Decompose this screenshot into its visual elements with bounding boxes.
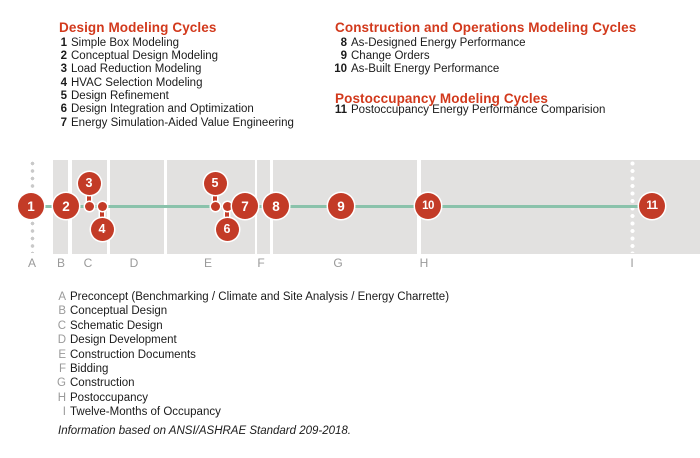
cycle-list-item-11: 11 Postoccupancy Energy Performance Compa… bbox=[333, 104, 606, 117]
phase-label: Preconcept (Benchmarking / Climate and S… bbox=[70, 291, 450, 303]
cycle-list-item-2: 2 Conceptual Design Modeling bbox=[59, 50, 294, 63]
cycle-label: Conceptual Design Modeling bbox=[71, 49, 219, 62]
postoccupancy-cycles-title: Postoccupancy Modeling Cycles bbox=[335, 91, 548, 106]
phase-letter-h: H bbox=[419, 256, 429, 270]
cycle-marker-1: 1 bbox=[18, 193, 44, 219]
phase-legend-item-i: I Twelve-Months of Occupancy bbox=[40, 405, 449, 419]
cycle-list-item-6: 6 Design Integration and Optimization bbox=[59, 103, 294, 116]
design-modeling-cycles-title: Design Modeling Cycles bbox=[59, 20, 217, 35]
cycle-number: 5 bbox=[60, 90, 67, 103]
cycle-label: Change Orders bbox=[351, 49, 430, 62]
phase-label: Twelve-Months of Occupancy bbox=[70, 406, 221, 419]
cycle-number: 10 bbox=[334, 63, 347, 76]
cycle-marker-9: 9 bbox=[328, 193, 354, 219]
cycle-marker-2: 2 bbox=[53, 193, 79, 219]
phase-label: Postoccupancy bbox=[70, 391, 148, 404]
cycle-marker-8: 8 bbox=[263, 193, 289, 219]
phase-letter-a: A bbox=[27, 256, 37, 270]
cycle-list-item-9: 9 Change Orders bbox=[333, 50, 526, 63]
phase-legend-item-e: E Construction Documents bbox=[40, 348, 449, 362]
phase-letter-e: E bbox=[203, 256, 213, 270]
phase-letter-key: C bbox=[57, 319, 66, 332]
phase-legend: A Preconcept (Benchmarking / Climate and … bbox=[40, 290, 449, 420]
phase-label: Conceptual Design bbox=[70, 305, 168, 318]
cycle-list-item-4: 4 HVAC Selection Modeling bbox=[59, 77, 294, 90]
phase-letter-b: B bbox=[56, 256, 66, 270]
cycle-number: 9 bbox=[340, 49, 347, 62]
marker-anchor-dot-5 bbox=[210, 201, 220, 211]
phase-letter-key: E bbox=[58, 348, 66, 361]
cycle-label: Load Reduction Modeling bbox=[71, 63, 202, 76]
phase-letter-key: H bbox=[57, 391, 66, 404]
phase-letter-g: G bbox=[333, 256, 343, 270]
cycle-label: Design Integration and Optimization bbox=[71, 103, 254, 116]
phase-letter-key: G bbox=[57, 377, 66, 390]
phase-legend-item-f: F Bidding bbox=[40, 362, 449, 376]
phase-legend-item-h: H Postoccupancy bbox=[40, 391, 449, 405]
construction-operations-cycles-list: 8 As-Designed Energy Performance 9 Change O… bbox=[333, 37, 526, 77]
phase-label: Construction bbox=[70, 377, 135, 390]
cycle-marker-10: 10 bbox=[415, 193, 441, 219]
cycle-number: 8 bbox=[340, 36, 347, 49]
marker-anchor-dot-6 bbox=[222, 201, 232, 211]
phase-letter-key: D bbox=[57, 334, 66, 347]
phase-legend-item-d: D Design Development bbox=[40, 333, 449, 347]
phase-label: Design Development bbox=[70, 334, 177, 347]
cycle-marker-5: 5 bbox=[203, 171, 227, 195]
design-modeling-cycles-list: 1 Simple Box Modeling 2 Conceptual Design M… bbox=[59, 37, 294, 131]
phase-label: Bidding bbox=[70, 362, 109, 375]
phase-letter-f: F bbox=[257, 256, 265, 270]
postoccupancy-cycles-list: 11 Postoccupancy Energy Performance Compa… bbox=[333, 104, 606, 117]
cycle-label: Simple Box Modeling bbox=[71, 36, 180, 49]
cycle-number: 7 bbox=[60, 116, 67, 129]
phase-legend-item-c: C Schematic Design bbox=[40, 319, 449, 333]
cycle-label: Postoccupancy Energy Performance Compari… bbox=[351, 104, 606, 116]
cycle-label: As-Built Energy Performance bbox=[351, 63, 500, 76]
cycle-label: As-Designed Energy Performance bbox=[351, 36, 526, 49]
phase-legend-item-g: G Construction bbox=[40, 376, 449, 390]
cycle-marker-3: 3 bbox=[77, 171, 101, 195]
cycle-number: 11 bbox=[334, 104, 347, 116]
cycle-label: HVAC Selection Modeling bbox=[71, 76, 203, 89]
cycle-list-item-7: 7 Energy Simulation-Aided Value Engineeri… bbox=[59, 117, 294, 130]
phase-letter-key: F bbox=[58, 362, 66, 375]
marker-stem-5 bbox=[213, 183, 217, 206]
phase-letter-d: D bbox=[129, 256, 139, 270]
cycle-label: Energy Simulation-Aided Value Engineerin… bbox=[71, 116, 294, 129]
cycle-marker-7: 7 bbox=[232, 193, 258, 219]
cycle-number: 4 bbox=[60, 76, 67, 89]
cycle-list-item-8: 8 As-Designed Energy Performance bbox=[333, 37, 526, 50]
construction-operations-cycles-title: Construction and Operations Modeling Cyc… bbox=[335, 20, 637, 35]
phase-legend-item-a: A Preconcept (Benchmarking / Climate and … bbox=[40, 290, 449, 304]
cycle-marker-4: 4 bbox=[90, 217, 114, 241]
cycle-number: 6 bbox=[60, 103, 67, 116]
cycle-marker-11: 11 bbox=[639, 193, 665, 219]
cycle-number: 1 bbox=[60, 36, 67, 49]
phase-letter-key: B bbox=[58, 305, 66, 318]
cycle-list-item-3: 3 Load Reduction Modeling bbox=[59, 63, 294, 76]
phase-letter-c: C bbox=[83, 256, 93, 270]
marker-stem-3 bbox=[87, 183, 91, 206]
phase-letter-key: I bbox=[62, 406, 66, 419]
cycle-list-item-5: 5 Design Refinement bbox=[59, 90, 294, 103]
cycle-label: Design Refinement bbox=[71, 90, 169, 103]
phase-label: Construction Documents bbox=[70, 348, 196, 361]
source-footnote: Information based on ANSI/ASHRAE Standar… bbox=[58, 425, 351, 437]
phase-letter-i: I bbox=[630, 256, 634, 270]
phase-label: Schematic Design bbox=[70, 319, 163, 332]
cycle-number: 2 bbox=[60, 49, 67, 62]
marker-anchor-dot-3 bbox=[84, 201, 94, 211]
marker-anchor-dot-4 bbox=[97, 201, 107, 211]
cycle-list-item-10: 10 As-Built Energy Performance bbox=[333, 63, 526, 76]
phase-letter-key: A bbox=[58, 291, 66, 303]
cycle-number: 3 bbox=[60, 63, 67, 76]
cycle-marker-6: 6 bbox=[215, 217, 239, 241]
phase-legend-item-b: B Conceptual Design bbox=[40, 304, 449, 318]
cycle-list-item-1: 1 Simple Box Modeling bbox=[59, 37, 294, 50]
